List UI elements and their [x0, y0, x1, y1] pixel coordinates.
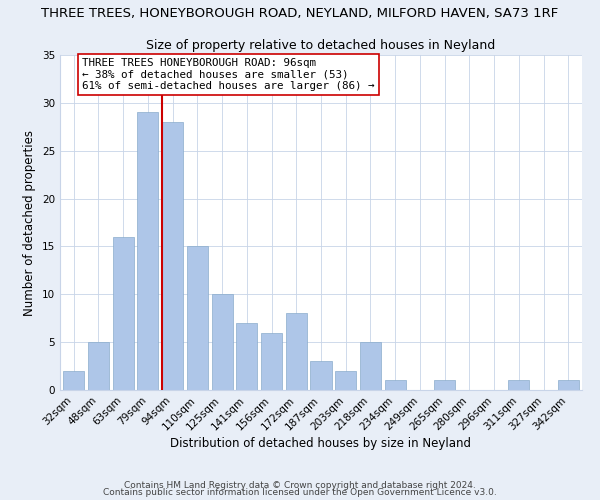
X-axis label: Distribution of detached houses by size in Neyland: Distribution of detached houses by size … — [170, 438, 472, 450]
Bar — [508, 380, 529, 390]
Bar — [88, 342, 109, 390]
Bar — [162, 122, 183, 390]
Text: Contains HM Land Registry data © Crown copyright and database right 2024.: Contains HM Land Registry data © Crown c… — [124, 480, 476, 490]
Bar — [310, 362, 332, 390]
Bar — [360, 342, 381, 390]
Bar — [286, 314, 307, 390]
Bar — [113, 237, 134, 390]
Bar — [236, 323, 257, 390]
Bar — [63, 371, 84, 390]
Text: Contains public sector information licensed under the Open Government Licence v3: Contains public sector information licen… — [103, 488, 497, 497]
Bar — [137, 112, 158, 390]
Bar — [187, 246, 208, 390]
Bar — [434, 380, 455, 390]
Bar — [212, 294, 233, 390]
Y-axis label: Number of detached properties: Number of detached properties — [23, 130, 37, 316]
Bar — [261, 332, 282, 390]
Bar — [385, 380, 406, 390]
Text: THREE TREES, HONEYBOROUGH ROAD, NEYLAND, MILFORD HAVEN, SA73 1RF: THREE TREES, HONEYBOROUGH ROAD, NEYLAND,… — [41, 8, 559, 20]
Bar — [335, 371, 356, 390]
Title: Size of property relative to detached houses in Neyland: Size of property relative to detached ho… — [146, 40, 496, 52]
Text: THREE TREES HONEYBOROUGH ROAD: 96sqm
← 38% of detached houses are smaller (53)
6: THREE TREES HONEYBOROUGH ROAD: 96sqm ← 3… — [82, 58, 375, 91]
Bar — [558, 380, 579, 390]
